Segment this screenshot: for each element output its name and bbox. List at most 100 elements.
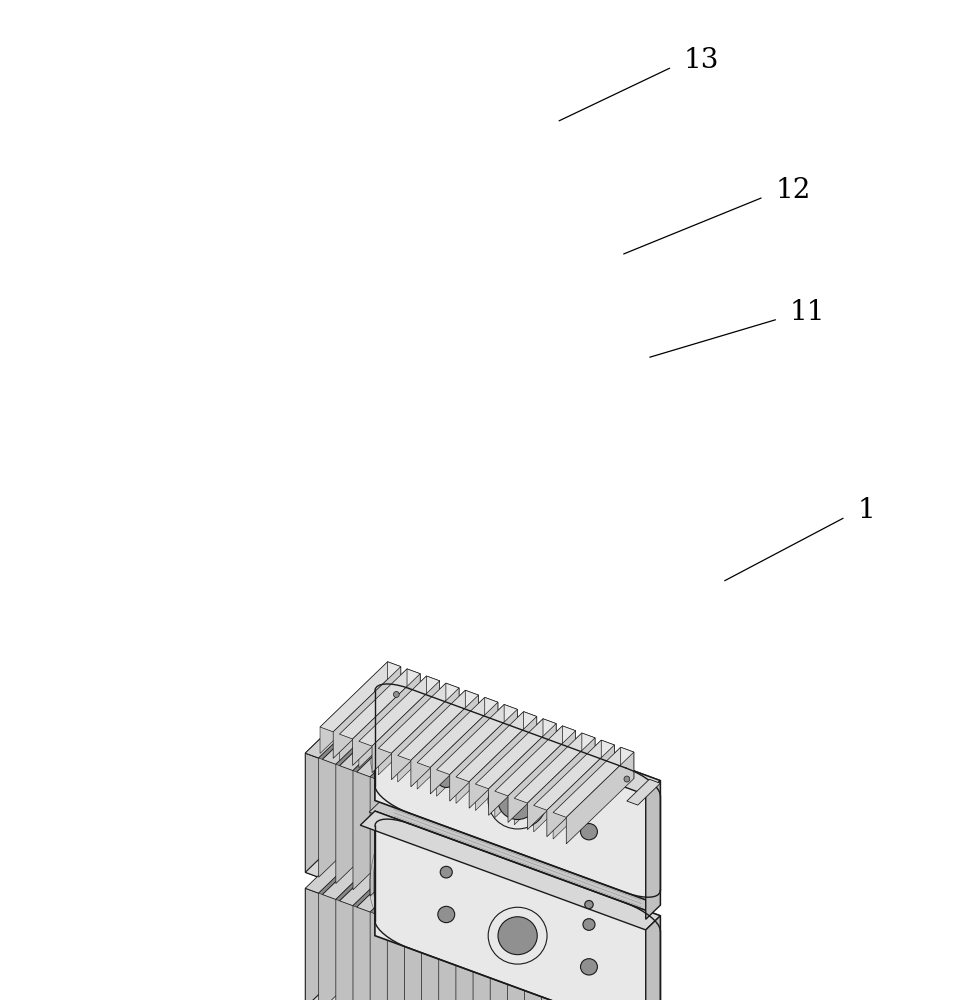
Polygon shape — [569, 750, 583, 874]
Polygon shape — [445, 704, 449, 825]
Polygon shape — [415, 828, 429, 952]
Polygon shape — [431, 835, 445, 959]
Polygon shape — [450, 709, 517, 801]
Polygon shape — [462, 711, 466, 831]
Polygon shape — [562, 726, 576, 757]
Polygon shape — [480, 717, 483, 838]
Polygon shape — [616, 767, 620, 888]
Polygon shape — [439, 730, 518, 803]
Polygon shape — [426, 860, 514, 937]
Polygon shape — [319, 821, 394, 1000]
Polygon shape — [398, 690, 465, 782]
Polygon shape — [600, 761, 604, 882]
Polygon shape — [436, 705, 517, 775]
Ellipse shape — [440, 866, 453, 878]
Polygon shape — [422, 858, 497, 1000]
Polygon shape — [446, 683, 459, 714]
Polygon shape — [534, 737, 548, 861]
Polygon shape — [430, 702, 498, 794]
Polygon shape — [369, 801, 655, 913]
Polygon shape — [565, 748, 569, 869]
Ellipse shape — [581, 959, 597, 975]
Polygon shape — [490, 884, 565, 1000]
Polygon shape — [501, 725, 514, 849]
Polygon shape — [545, 904, 634, 981]
Polygon shape — [360, 811, 661, 930]
Polygon shape — [604, 762, 616, 887]
Polygon shape — [353, 698, 429, 890]
Polygon shape — [480, 852, 483, 973]
Polygon shape — [439, 730, 514, 921]
Ellipse shape — [438, 771, 455, 788]
Polygon shape — [455, 736, 531, 928]
Polygon shape — [369, 814, 655, 926]
Polygon shape — [456, 712, 536, 782]
Polygon shape — [380, 681, 394, 805]
Polygon shape — [508, 755, 586, 829]
Polygon shape — [541, 902, 616, 1000]
Polygon shape — [431, 699, 445, 824]
Polygon shape — [333, 667, 401, 758]
Polygon shape — [525, 896, 600, 1000]
Polygon shape — [477, 879, 565, 956]
Polygon shape — [495, 726, 576, 796]
Polygon shape — [534, 740, 601, 832]
Polygon shape — [404, 852, 483, 926]
Polygon shape — [620, 904, 634, 1000]
Polygon shape — [525, 896, 604, 970]
Polygon shape — [378, 683, 459, 753]
Polygon shape — [455, 871, 534, 945]
Polygon shape — [404, 852, 480, 1000]
Polygon shape — [586, 756, 600, 880]
Polygon shape — [319, 821, 398, 895]
Polygon shape — [445, 840, 449, 960]
Ellipse shape — [585, 900, 593, 909]
Polygon shape — [408, 854, 497, 931]
Polygon shape — [469, 716, 536, 808]
Polygon shape — [417, 697, 484, 789]
Polygon shape — [408, 718, 497, 796]
Polygon shape — [392, 688, 459, 780]
Polygon shape — [497, 858, 501, 979]
Polygon shape — [582, 733, 595, 764]
Ellipse shape — [498, 782, 537, 819]
Polygon shape — [375, 676, 661, 905]
Polygon shape — [559, 774, 638, 848]
Ellipse shape — [438, 906, 455, 923]
Polygon shape — [339, 669, 420, 739]
Ellipse shape — [624, 776, 630, 782]
Polygon shape — [524, 712, 536, 743]
Polygon shape — [323, 822, 411, 899]
Ellipse shape — [498, 917, 537, 955]
Polygon shape — [391, 847, 480, 925]
Polygon shape — [336, 692, 411, 884]
Polygon shape — [562, 910, 651, 988]
Polygon shape — [359, 676, 440, 746]
Polygon shape — [439, 865, 518, 939]
Polygon shape — [576, 915, 651, 1000]
Polygon shape — [459, 872, 548, 950]
Polygon shape — [305, 681, 394, 758]
Polygon shape — [548, 742, 552, 863]
Polygon shape — [375, 811, 661, 1000]
Polygon shape — [621, 747, 634, 779]
Polygon shape — [547, 745, 614, 837]
Polygon shape — [616, 902, 620, 1000]
Polygon shape — [387, 846, 462, 1000]
Polygon shape — [488, 724, 557, 815]
Polygon shape — [646, 916, 661, 1000]
Polygon shape — [422, 858, 501, 932]
Polygon shape — [449, 841, 462, 965]
Polygon shape — [553, 747, 634, 817]
Polygon shape — [627, 779, 661, 805]
Polygon shape — [483, 854, 497, 978]
Polygon shape — [411, 692, 415, 812]
Polygon shape — [576, 780, 651, 972]
Polygon shape — [411, 827, 415, 948]
Polygon shape — [490, 884, 569, 957]
Polygon shape — [320, 662, 401, 732]
Polygon shape — [476, 719, 543, 811]
Polygon shape — [465, 690, 479, 722]
Polygon shape — [528, 738, 595, 830]
Polygon shape — [339, 669, 407, 761]
